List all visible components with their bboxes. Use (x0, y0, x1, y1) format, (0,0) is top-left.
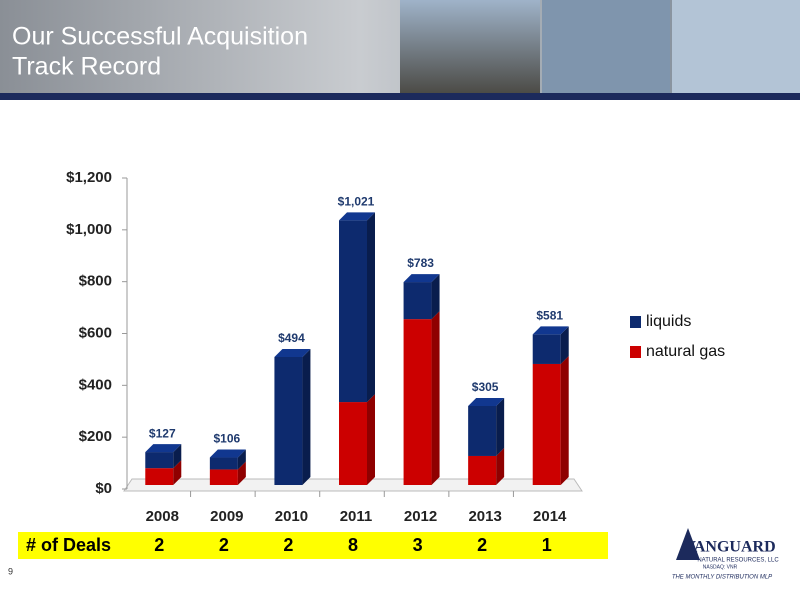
value-label: $783 (407, 256, 434, 270)
bar-top (468, 397, 505, 406)
deal-count: 8 (348, 535, 358, 555)
bar (209, 469, 238, 485)
logo-tagline: THE MONTHLY DISTRIBUTION MLP (672, 575, 772, 581)
y-tick-label: $800 (79, 273, 112, 290)
deal-count: 1 (542, 535, 552, 555)
x-tick-label: 2009 (210, 508, 243, 525)
bar (468, 455, 497, 485)
bar-side (237, 461, 246, 485)
photo (542, 0, 670, 94)
bar (403, 319, 432, 485)
deal-count: 2 (219, 535, 229, 555)
bar-top (532, 326, 569, 335)
photo (400, 0, 540, 94)
bar-side (431, 274, 440, 320)
value-label: $1,021 (338, 195, 375, 209)
bar-side (173, 444, 182, 469)
y-tick-label: $600 (79, 324, 112, 341)
bar-side (367, 394, 375, 485)
bar (339, 402, 367, 485)
bar-top (339, 212, 375, 221)
bar (468, 405, 497, 456)
value-label: $305 (472, 380, 499, 394)
deal-count: 3 (413, 535, 423, 555)
logo-sub: NATURAL RESOURCES, LLC (697, 558, 779, 564)
bar (145, 452, 174, 469)
deal-count: 2 (283, 535, 293, 555)
bar-top (209, 449, 246, 458)
logo-ticker: NASDAQ: VNR (703, 564, 738, 570)
bar (209, 457, 238, 470)
bar-top (145, 444, 182, 453)
value-label: $494 (278, 331, 305, 345)
bar-side (302, 348, 311, 485)
x-tick-label: 2014 (533, 508, 567, 525)
legend-label: natural gas (646, 343, 725, 360)
bar-side (237, 449, 246, 470)
title: Track Record (12, 53, 161, 81)
bar-top (403, 274, 440, 283)
page-number: 9 (8, 566, 13, 576)
logo-mark (676, 528, 700, 560)
y-tick-label: $400 (79, 376, 112, 393)
bar-top (274, 348, 311, 357)
value-label: $581 (536, 309, 563, 323)
x-tick-label: 2010 (275, 508, 308, 525)
x-tick-label: 2012 (404, 508, 437, 525)
y-tick-label: $1,200 (66, 169, 112, 186)
bar (532, 334, 561, 364)
x-tick-label: 2013 (468, 508, 501, 525)
deal-count: 2 (154, 535, 164, 555)
legend-label: liquids (646, 313, 691, 330)
bar (145, 468, 174, 485)
bar (532, 363, 561, 485)
x-tick-label: 2008 (146, 508, 179, 525)
x-tick-label: 2011 (340, 508, 373, 525)
y-tick-label: $200 (79, 428, 112, 445)
bar-side (431, 311, 440, 485)
header-rule (0, 93, 800, 100)
deals-label: # of Deals (26, 535, 111, 555)
title: Our Successful Acquisition (12, 23, 308, 51)
y-tick-label: $0 (95, 480, 112, 497)
bar (403, 282, 432, 320)
y-tick-label: $1,000 (66, 221, 112, 238)
bar-side (560, 326, 569, 364)
deal-count: 2 (477, 535, 487, 555)
logo-name: VANGUARD (684, 539, 775, 556)
bar-side (496, 447, 505, 485)
bar-side (367, 212, 375, 403)
value-label: $106 (214, 432, 241, 446)
bar-side (560, 355, 569, 485)
legend-swatch (630, 316, 641, 328)
bar-side (173, 460, 182, 485)
bar-side (496, 397, 505, 456)
legend-swatch (630, 346, 641, 358)
bar (339, 220, 367, 403)
deals-band (18, 532, 608, 559)
photo (672, 0, 800, 94)
value-label: $127 (149, 426, 176, 440)
bar (274, 356, 303, 485)
